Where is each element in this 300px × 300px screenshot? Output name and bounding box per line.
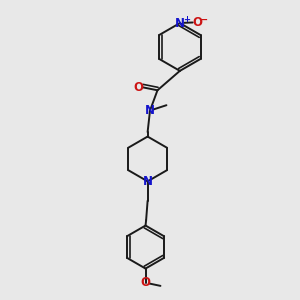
Text: N: N (142, 175, 153, 188)
Text: O: O (193, 16, 203, 29)
Text: −: − (200, 14, 208, 25)
Text: +: + (183, 15, 190, 24)
Text: N: N (175, 16, 185, 30)
Text: O: O (140, 276, 151, 290)
Text: O: O (134, 81, 144, 94)
Text: N: N (145, 104, 155, 117)
